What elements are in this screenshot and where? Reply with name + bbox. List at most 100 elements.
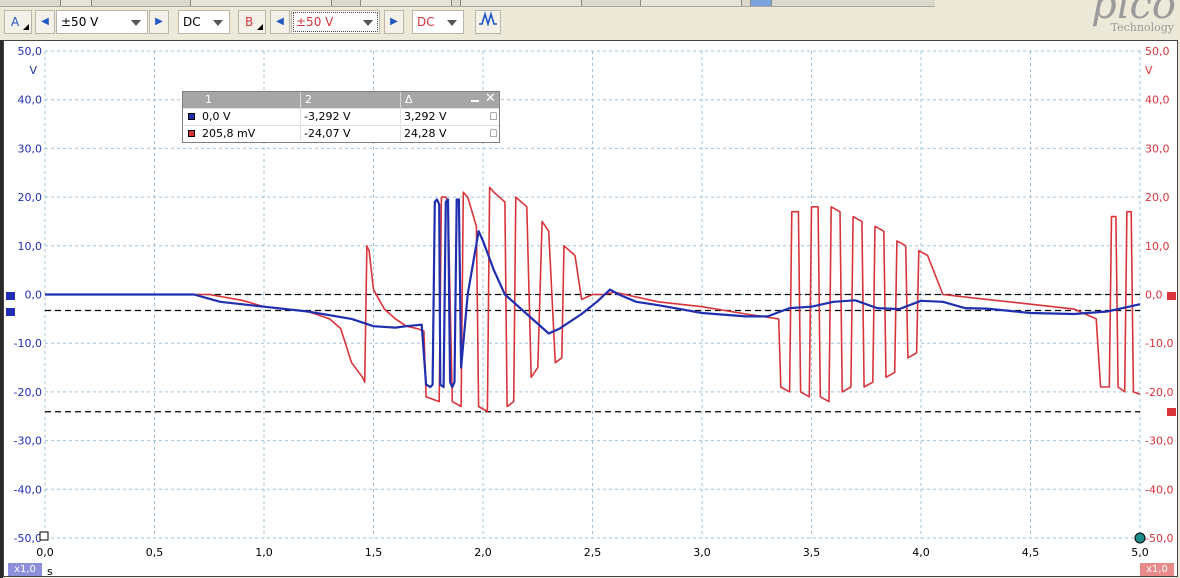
- traces: [45, 186, 1141, 413]
- zoom-left-badge[interactable]: x1,0: [8, 563, 42, 576]
- minimize-icon[interactable]: [471, 100, 479, 102]
- left-tick-label: 20,0: [18, 191, 43, 204]
- right-tick-label: 10,0: [1145, 240, 1170, 253]
- x-tick-label: 5,0: [1131, 546, 1149, 559]
- chevron-down-icon: [447, 20, 457, 26]
- trigger-position-marker[interactable]: [39, 531, 49, 541]
- right-tick-label: 0,0: [1145, 289, 1163, 302]
- x-tick-label: 0,0: [36, 546, 54, 559]
- channel-a-coupling-value: DC: [183, 15, 201, 29]
- x-tick-label: 1,5: [365, 546, 383, 559]
- left-tick-label: -50,0: [14, 532, 42, 545]
- cursor-delta-value: 3,292 V: [404, 110, 447, 123]
- right-tick-label: -30,0: [1145, 435, 1173, 448]
- right-tick-label: -50,0: [1145, 532, 1173, 545]
- scope-plot[interactable]: V 50,040,030,020,010,00,0-10,0-20,0-30,0…: [4, 41, 1179, 578]
- channel-a-swatch: [188, 113, 195, 120]
- x-tick-label: 1,0: [255, 546, 273, 559]
- channel-b-swatch: [188, 130, 195, 137]
- lock-icon[interactable]: [490, 129, 497, 137]
- channel-a-range-down-button[interactable]: ◀: [35, 10, 55, 34]
- left-tick-label: 40,0: [18, 94, 43, 107]
- channel-a-range-select[interactable]: ±50 V: [56, 10, 148, 34]
- left-tick-label: 30,0: [18, 142, 43, 155]
- x-tick-label: 2,0: [474, 546, 492, 559]
- channel-b-label: B: [245, 15, 254, 29]
- channel-a-offset-marker[interactable]: [6, 292, 15, 300]
- toolbar: A ◀ ±50 V ▶ DC B ◀ ±50 V ▶ DC pico Techn…: [0, 0, 1180, 40]
- cursor-table-header-1: 1: [183, 92, 301, 108]
- cursor-table[interactable]: 1 2 Δ ✕ 0,0 V -3,292 V 3,292 V 205,8 mV …: [182, 91, 500, 143]
- chevron-down-icon: [213, 20, 223, 26]
- cursor-table-header: 1 2 Δ ✕: [183, 91, 499, 108]
- logo-tagline: Technology: [1110, 21, 1174, 34]
- close-icon[interactable]: ✕: [485, 91, 496, 106]
- lock-icon[interactable]: [490, 112, 497, 120]
- right-tick-label: 20,0: [1145, 191, 1170, 204]
- top-toolbar-strip: [0, 0, 935, 7]
- markers: [6, 292, 1176, 544]
- cursor-delta-value: 24,28 V: [404, 127, 447, 140]
- channel-a-label: A: [11, 15, 20, 29]
- channel-b-offset-marker[interactable]: [1167, 292, 1176, 300]
- left-tick-label: -10,0: [14, 337, 42, 350]
- channel-b-range-down-button[interactable]: ◀: [270, 10, 290, 34]
- cursor-table-header-2: 2: [301, 92, 401, 108]
- x-tick-label: 4,0: [912, 546, 930, 559]
- right-tick-label: -40,0: [1145, 483, 1173, 496]
- left-tick-label: 0,0: [25, 289, 43, 302]
- arrow-left-icon: ◀: [276, 16, 284, 27]
- ruler-handle[interactable]: [1134, 532, 1146, 544]
- channel-a-button[interactable]: A: [4, 10, 32, 34]
- x-tick-label: 4,5: [1022, 546, 1040, 559]
- left-axis: V 50,0 40,0 30,0 20,0 10,0 0,0 -10,0 -20,0 -30,0…: [14, 45, 42, 545]
- cursor-marker-right[interactable]: [1167, 408, 1176, 416]
- left-tick-label: -30,0: [14, 435, 42, 448]
- channel-b-range-value: ±50 V: [296, 15, 334, 29]
- right-tick-label: -10,0: [1145, 337, 1173, 350]
- channel-a-range-value: ±50 V: [61, 15, 99, 29]
- chevron-down-icon: [363, 20, 373, 26]
- window-left-edge: [0, 40, 3, 578]
- channel-b-coupling-select[interactable]: DC: [412, 10, 464, 34]
- channel-b-coupling-value: DC: [417, 15, 435, 29]
- channel-a-coupling-select[interactable]: DC: [178, 10, 230, 34]
- left-tick-label: -40,0: [14, 483, 42, 496]
- channel-a-trace: [45, 198, 1141, 389]
- cursor-table-row-a: 0,0 V -3,292 V 3,292 V: [183, 108, 499, 125]
- right-tick-label: 50,0: [1145, 45, 1170, 58]
- right-tick-label: 30,0: [1145, 142, 1170, 155]
- x-axis: s 0,0 0,5 1,0 1,5 2,0 2,5 3,0 3,5 4,0 4,5 5,0: [36, 546, 1149, 578]
- waveform-trigger-icon: [479, 11, 497, 27]
- channel-b-button[interactable]: B: [238, 10, 266, 34]
- voltage-cursors: [45, 293, 1140, 413]
- channel-a-range-up-button[interactable]: ▶: [149, 10, 169, 34]
- scope-view[interactable]: V 50,0 40,0 30,0 20,0 10,0 0,0 -10,0 -20,0 -30,0…: [3, 40, 1179, 578]
- x-tick-label: 0,5: [146, 546, 164, 559]
- right-axis-unit: V: [1145, 64, 1153, 77]
- channel-b-range-select[interactable]: ±50 V: [291, 10, 380, 34]
- cursor-2-value: -24,07 V: [301, 126, 401, 141]
- channel-b-trace: [45, 186, 1141, 413]
- x-tick-label: 2,5: [584, 546, 602, 559]
- cursor-1-value: 205,8 mV: [199, 126, 301, 141]
- cursor-marker-left[interactable]: [6, 308, 15, 316]
- logo-brand: pico: [1091, 0, 1176, 28]
- left-tick-label: -20,0: [14, 386, 42, 399]
- right-axis: V 50,0 40,0 30,0 20,0 10,0 0,0 -10,0 -20,0 -30,0…: [1145, 45, 1173, 545]
- cursor-table-header-delta: Δ: [405, 93, 413, 106]
- x-tick-label: 3,0: [693, 546, 711, 559]
- left-tick-label: 50,0: [18, 45, 43, 58]
- left-axis-unit: V: [29, 64, 37, 77]
- pico-logo: pico Technology: [1046, 0, 1176, 40]
- channel-b-range-up-button[interactable]: ▶: [384, 10, 404, 34]
- arrow-right-icon: ▶: [155, 16, 163, 27]
- x-tick-label: 3,5: [803, 546, 821, 559]
- x-axis-unit: s: [47, 565, 53, 578]
- arrow-right-icon: ▶: [390, 16, 398, 27]
- left-tick-label: 10,0: [18, 240, 43, 253]
- zoom-right-badge[interactable]: x1,0: [1140, 563, 1174, 576]
- cursor-table-row-b: 205,8 mV -24,07 V 24,28 V: [183, 125, 499, 142]
- trigger-button[interactable]: [475, 10, 501, 34]
- cursor-1-value: 0,0 V: [199, 109, 301, 124]
